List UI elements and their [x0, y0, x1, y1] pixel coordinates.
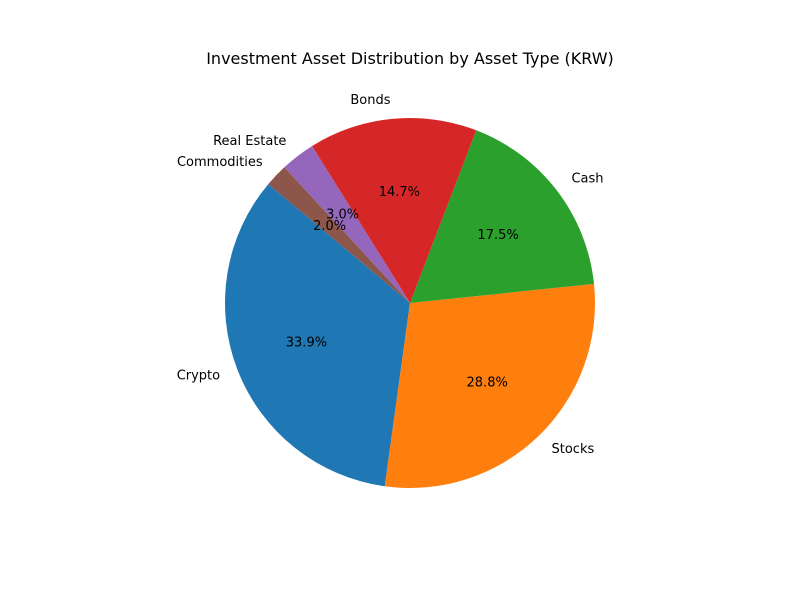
slice-label: Stocks: [552, 442, 595, 457]
chart-title: Investment Asset Distribution by Asset T…: [206, 49, 614, 68]
slice-label: Crypto: [177, 369, 220, 384]
slice-label: Cash: [571, 172, 603, 187]
slice-percent-label: 2.0%: [313, 219, 346, 234]
slice-percent-label: 28.8%: [467, 375, 508, 390]
slice-percent-label: 3.0%: [326, 207, 359, 222]
pie-slice-commodities: [268, 167, 410, 303]
pie-slice-real-estate: [284, 146, 410, 303]
slice-percent-label: 14.7%: [379, 185, 420, 200]
pie-slice-crypto: [224, 184, 410, 487]
slice-label: Commodities: [177, 155, 263, 170]
pie-labels: Crypto 33.9% Stocks 28.8% Cash 17.5% Bonds 14.7…: [177, 93, 604, 457]
slice-percent-label: 17.5%: [477, 228, 518, 243]
pie-slice-bonds: [312, 118, 477, 304]
slice-label: Real Estate: [213, 134, 286, 149]
slice-label: Bonds: [350, 93, 390, 108]
pie-slice-cash: [410, 130, 595, 303]
slice-percent-label: 33.9%: [286, 335, 327, 350]
pie-slice-stocks: [384, 283, 595, 488]
pie-slices: [224, 118, 595, 488]
